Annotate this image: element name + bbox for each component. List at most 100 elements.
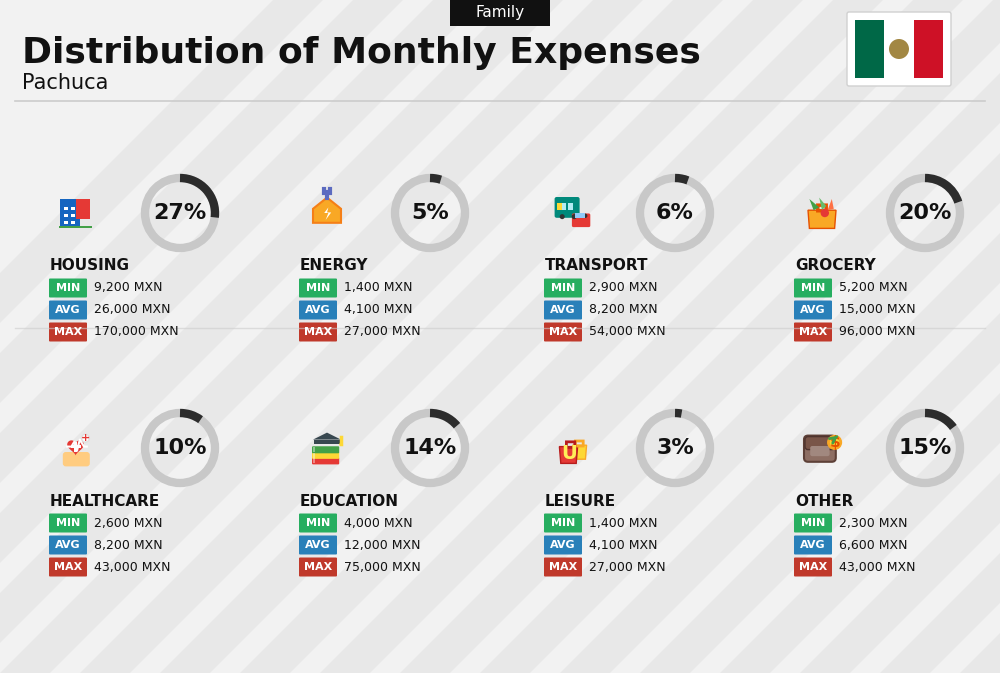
Text: 10%: 10% (153, 438, 207, 458)
Circle shape (583, 213, 587, 218)
Bar (76, 199, 90, 219)
Text: GROCERY: GROCERY (795, 258, 876, 273)
FancyBboxPatch shape (794, 301, 832, 320)
FancyBboxPatch shape (555, 197, 580, 218)
FancyBboxPatch shape (299, 536, 337, 555)
Text: MIN: MIN (56, 518, 80, 528)
Bar (314, 439, 340, 444)
FancyBboxPatch shape (804, 435, 836, 462)
Text: MIN: MIN (801, 518, 825, 528)
Polygon shape (0, 0, 323, 673)
Text: 54,000 MXN: 54,000 MXN (589, 326, 666, 339)
Text: AVG: AVG (55, 540, 81, 550)
FancyBboxPatch shape (544, 322, 582, 341)
Circle shape (560, 214, 565, 219)
Text: TRANSPORT: TRANSPORT (545, 258, 648, 273)
FancyBboxPatch shape (450, 0, 550, 26)
Polygon shape (809, 199, 819, 210)
Text: MAX: MAX (549, 327, 577, 337)
Text: Family: Family (475, 5, 525, 20)
Text: 27,000 MXN: 27,000 MXN (589, 561, 666, 573)
Text: 1,400 MXN: 1,400 MXN (344, 281, 413, 295)
Polygon shape (828, 199, 834, 210)
Polygon shape (808, 210, 836, 228)
Text: 9,200 MXN: 9,200 MXN (94, 281, 162, 295)
Bar (64, 214, 68, 217)
Polygon shape (800, 0, 1000, 673)
Text: LEISURE: LEISURE (545, 493, 616, 509)
Text: 4,000 MXN: 4,000 MXN (344, 516, 413, 530)
FancyBboxPatch shape (299, 322, 337, 341)
FancyBboxPatch shape (299, 513, 337, 532)
FancyBboxPatch shape (572, 213, 590, 227)
Text: EDUCATION: EDUCATION (300, 493, 399, 509)
Text: MAX: MAX (799, 562, 827, 572)
FancyBboxPatch shape (49, 279, 87, 297)
Text: Pachuca: Pachuca (22, 73, 108, 93)
FancyBboxPatch shape (49, 322, 87, 341)
FancyBboxPatch shape (299, 279, 337, 297)
Text: 8,200 MXN: 8,200 MXN (589, 304, 658, 316)
Text: 96,000 MXN: 96,000 MXN (839, 326, 916, 339)
Text: 3%: 3% (656, 438, 694, 458)
Bar (74, 441, 77, 452)
Polygon shape (0, 0, 643, 673)
Text: MAX: MAX (549, 562, 577, 572)
Text: 2,600 MXN: 2,600 MXN (94, 516, 162, 530)
Text: 14%: 14% (403, 438, 457, 458)
FancyBboxPatch shape (63, 452, 90, 466)
FancyBboxPatch shape (805, 437, 835, 450)
Bar (914, 20, 943, 78)
Circle shape (574, 213, 578, 218)
Polygon shape (324, 207, 331, 220)
Text: AVG: AVG (550, 540, 576, 550)
Text: 27%: 27% (153, 203, 207, 223)
Polygon shape (819, 198, 826, 210)
Bar (71, 207, 75, 210)
Text: AVG: AVG (55, 305, 81, 315)
Text: 27,000 MXN: 27,000 MXN (344, 326, 421, 339)
Bar (575, 213, 585, 218)
Bar (64, 207, 68, 210)
FancyBboxPatch shape (312, 458, 339, 464)
FancyBboxPatch shape (810, 446, 830, 456)
Polygon shape (160, 0, 883, 673)
Bar (71, 221, 75, 224)
FancyBboxPatch shape (544, 513, 582, 532)
Text: MAX: MAX (54, 327, 82, 337)
Bar (568, 203, 573, 210)
Bar (64, 221, 68, 224)
FancyBboxPatch shape (544, 279, 582, 297)
Polygon shape (720, 0, 1000, 673)
FancyBboxPatch shape (49, 513, 87, 532)
Text: U: U (561, 444, 577, 463)
Text: AVG: AVG (550, 305, 576, 315)
Bar (313, 453, 315, 458)
Text: 43,000 MXN: 43,000 MXN (839, 561, 916, 573)
Polygon shape (559, 447, 578, 464)
Text: 1,400 MXN: 1,400 MXN (589, 516, 658, 530)
Polygon shape (0, 0, 563, 673)
Text: 4,100 MXN: 4,100 MXN (344, 304, 413, 316)
Text: MIN: MIN (551, 518, 575, 528)
Text: 5,200 MXN: 5,200 MXN (839, 281, 908, 295)
Text: 4,100 MXN: 4,100 MXN (589, 538, 658, 551)
Polygon shape (880, 0, 1000, 673)
Text: +: + (81, 433, 90, 444)
Polygon shape (240, 0, 963, 673)
Polygon shape (67, 440, 84, 456)
Text: 43,000 MXN: 43,000 MXN (94, 561, 170, 573)
Text: MAX: MAX (799, 327, 827, 337)
Bar (557, 203, 562, 210)
Text: MIN: MIN (801, 283, 825, 293)
Bar (60, 199, 80, 227)
Polygon shape (313, 198, 341, 223)
Circle shape (572, 214, 577, 219)
FancyBboxPatch shape (794, 536, 832, 555)
Circle shape (821, 209, 829, 217)
Text: MIN: MIN (551, 283, 575, 293)
Bar (561, 203, 566, 210)
Polygon shape (640, 0, 1000, 673)
Text: HOUSING: HOUSING (50, 258, 130, 273)
Polygon shape (560, 0, 1000, 673)
